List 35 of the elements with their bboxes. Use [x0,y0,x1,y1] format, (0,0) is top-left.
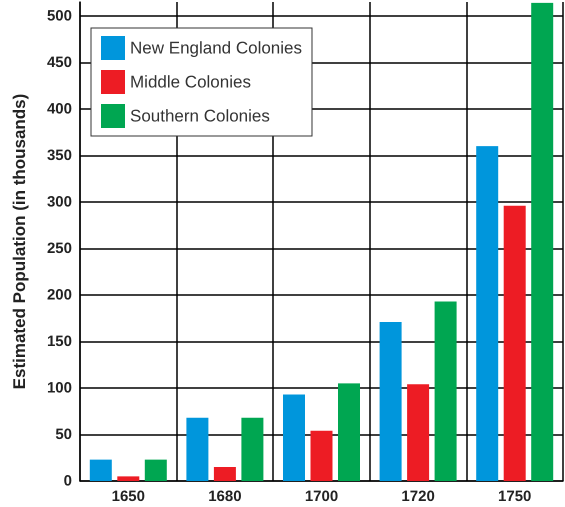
bar [310,430,332,481]
bar [241,418,264,481]
legend-label: Middle Colonies [130,72,251,92]
bar [476,146,498,481]
y-tick-label: 200 [46,286,72,304]
x-tick-label: 1650 [112,488,145,505]
bar [380,322,402,481]
legend-label: New England Colonies [130,38,302,58]
y-axis-title: Estimated Population (in thousands) [10,94,29,390]
bar [338,383,360,481]
y-tick-label: 100 [46,379,72,396]
y-tick-label: 300 [46,193,72,210]
bar [407,384,430,481]
y-tick-label: 450 [46,54,72,71]
bar [186,418,208,481]
bar [90,460,112,481]
x-tick-label: 1680 [208,488,242,505]
x-tick-label: 1750 [498,488,532,505]
y-tick-label: 500 [46,7,72,24]
y-tick-label: 0 [64,472,72,490]
bar [283,394,305,481]
bar [531,2,554,481]
x-tick-label: 1700 [304,488,338,505]
bar [214,467,236,481]
bar [117,476,140,481]
bar [144,460,167,481]
y-tick-label: 50 [55,426,72,443]
y-tick-label: 250 [46,240,72,257]
x-tick-label: 1720 [401,488,435,505]
bar [504,206,526,481]
legend-label: Southern Colonies [130,106,270,126]
y-tick-label: 350 [46,146,72,164]
y-tick-label: 400 [46,100,72,118]
y-tick-label: 150 [46,332,72,350]
bar [434,301,457,481]
